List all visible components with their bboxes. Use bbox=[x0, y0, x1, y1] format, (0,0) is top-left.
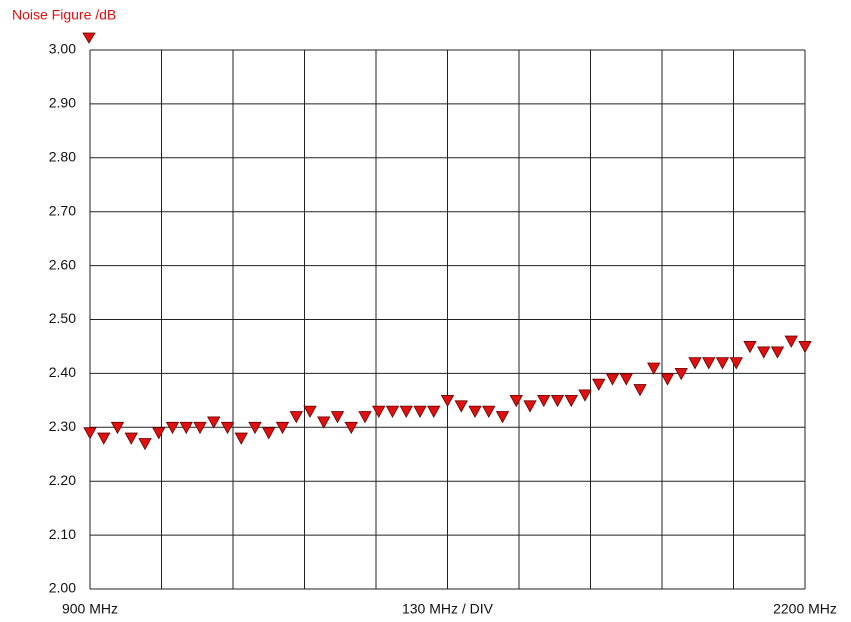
marker bbox=[262, 427, 276, 440]
marker bbox=[523, 400, 537, 413]
marker bbox=[770, 346, 785, 359]
marker bbox=[358, 411, 372, 424]
marker bbox=[619, 373, 633, 386]
marker bbox=[289, 411, 303, 424]
marker bbox=[372, 405, 386, 418]
marker bbox=[798, 341, 812, 354]
marker bbox=[207, 416, 221, 429]
marker bbox=[152, 427, 166, 440]
marker bbox=[138, 438, 152, 451]
y-tick-label: 2.10 bbox=[49, 526, 76, 542]
marker bbox=[399, 405, 413, 418]
marker bbox=[385, 405, 400, 418]
marker bbox=[688, 357, 702, 370]
y-tick-label: 3.00 bbox=[49, 41, 76, 57]
marker bbox=[248, 421, 262, 435]
marker bbox=[729, 357, 743, 370]
marker bbox=[193, 421, 207, 435]
y-tick-label: 2.40 bbox=[49, 364, 76, 380]
marker bbox=[468, 405, 482, 418]
marker bbox=[344, 421, 358, 435]
x-division-label: 130 MHz / DIV bbox=[402, 601, 494, 617]
x-tick-label: 900 MHz bbox=[62, 601, 118, 617]
marker bbox=[275, 421, 290, 435]
legend-marker bbox=[82, 32, 96, 44]
marker bbox=[592, 378, 606, 392]
marker bbox=[715, 357, 730, 370]
marker bbox=[427, 405, 441, 418]
y-tick-label: 2.70 bbox=[49, 202, 76, 218]
marker bbox=[743, 341, 757, 354]
marker bbox=[674, 368, 688, 381]
y-tick-label: 2.80 bbox=[49, 149, 76, 165]
y-tick-label: 2.50 bbox=[49, 310, 76, 326]
y-tick-label: 2.60 bbox=[49, 256, 76, 272]
marker bbox=[509, 394, 523, 408]
marker bbox=[647, 362, 661, 375]
y-tick-label: 2.20 bbox=[49, 472, 76, 488]
marker bbox=[578, 389, 592, 402]
marker bbox=[454, 400, 468, 413]
marker bbox=[633, 384, 647, 397]
marker bbox=[702, 357, 716, 370]
marker bbox=[165, 421, 180, 435]
chart-title: Noise Figure /dB bbox=[12, 7, 116, 23]
y-tick-label: 2.30 bbox=[49, 418, 76, 434]
y-tick-label: 2.90 bbox=[49, 95, 76, 111]
marker bbox=[110, 421, 125, 435]
marker bbox=[660, 373, 675, 386]
marker bbox=[234, 432, 248, 445]
marker bbox=[303, 405, 317, 418]
marker bbox=[605, 373, 620, 386]
marker bbox=[784, 335, 798, 348]
x-tick-label: 2200 MHz bbox=[773, 601, 837, 617]
marker bbox=[413, 405, 427, 418]
marker bbox=[317, 416, 331, 429]
marker bbox=[97, 432, 111, 445]
marker bbox=[440, 394, 455, 408]
marker bbox=[124, 432, 138, 445]
marker bbox=[330, 411, 345, 424]
marker bbox=[550, 394, 565, 408]
y-tick-label: 2.00 bbox=[49, 580, 76, 596]
marker bbox=[482, 405, 496, 418]
marker bbox=[179, 421, 193, 435]
marker bbox=[220, 421, 235, 435]
marker bbox=[757, 346, 771, 359]
marker bbox=[537, 394, 551, 408]
marker bbox=[495, 411, 510, 424]
marker bbox=[564, 394, 578, 408]
marker bbox=[83, 427, 97, 440]
